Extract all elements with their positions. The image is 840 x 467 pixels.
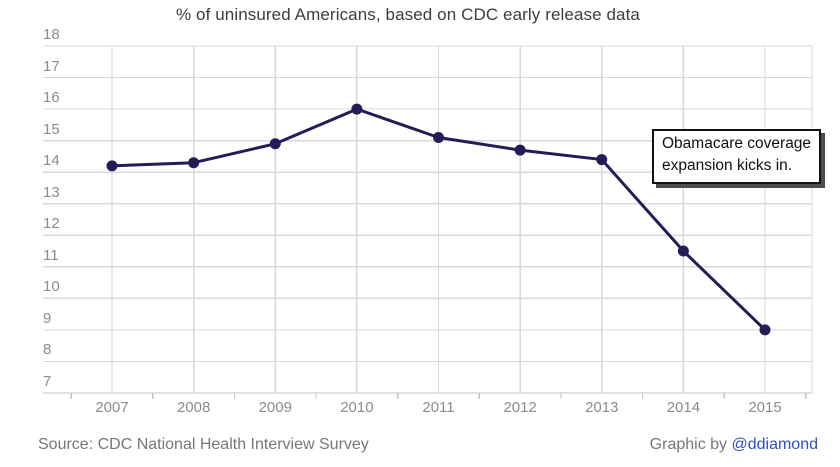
x-tick-label: 2015 <box>748 399 782 416</box>
y-tick-label: 17 <box>43 57 60 75</box>
y-tick-label: 18 <box>43 26 60 43</box>
x-tick-label: 2013 <box>585 399 619 416</box>
x-tick-label: 2011 <box>422 399 455 416</box>
x-tick-label: 2012 <box>503 399 537 416</box>
x-tick-label: 2009 <box>258 399 292 416</box>
data-point <box>596 154 608 166</box>
y-tick-label: 16 <box>43 89 60 107</box>
data-point <box>106 160 118 172</box>
annotation-line-1: Obamacare coverage <box>662 135 812 152</box>
y-tick-label: 14 <box>43 152 60 170</box>
chart-title: % of uninsured Americans, based on CDC e… <box>175 5 640 24</box>
credit-note: Graphic by @ddiamond <box>650 436 818 454</box>
data-point <box>188 157 200 169</box>
data-point <box>514 144 526 156</box>
y-tick-label: 7 <box>43 373 52 390</box>
y-tick-label: 15 <box>43 120 60 138</box>
x-tick-label: 2010 <box>340 399 374 416</box>
data-point <box>677 245 689 257</box>
y-tick-label: 9 <box>43 309 52 327</box>
y-tick-label: 10 <box>43 278 60 296</box>
annotation-box: Obamacare coverage expansion kicks in. <box>652 129 822 184</box>
data-point <box>759 324 771 336</box>
y-tick-label: 8 <box>43 341 52 359</box>
y-tick-label: 12 <box>43 215 60 233</box>
y-tick-label: 11 <box>43 246 59 264</box>
source-note: Source: CDC National Health Interview Su… <box>38 436 369 453</box>
y-tick-label: 13 <box>43 183 60 201</box>
annotation-line-2: expansion kicks in. <box>662 157 793 175</box>
data-point <box>351 103 363 115</box>
x-tick-label: 2014 <box>666 399 701 416</box>
credit-handle[interactable]: @ddiamond <box>731 436 818 453</box>
x-tick-label: 2008 <box>176 399 211 416</box>
data-point <box>269 138 281 150</box>
credit-prefix: Graphic by <box>649 436 732 453</box>
data-point <box>433 131 444 143</box>
x-tick-label: 2007 <box>95 399 129 416</box>
